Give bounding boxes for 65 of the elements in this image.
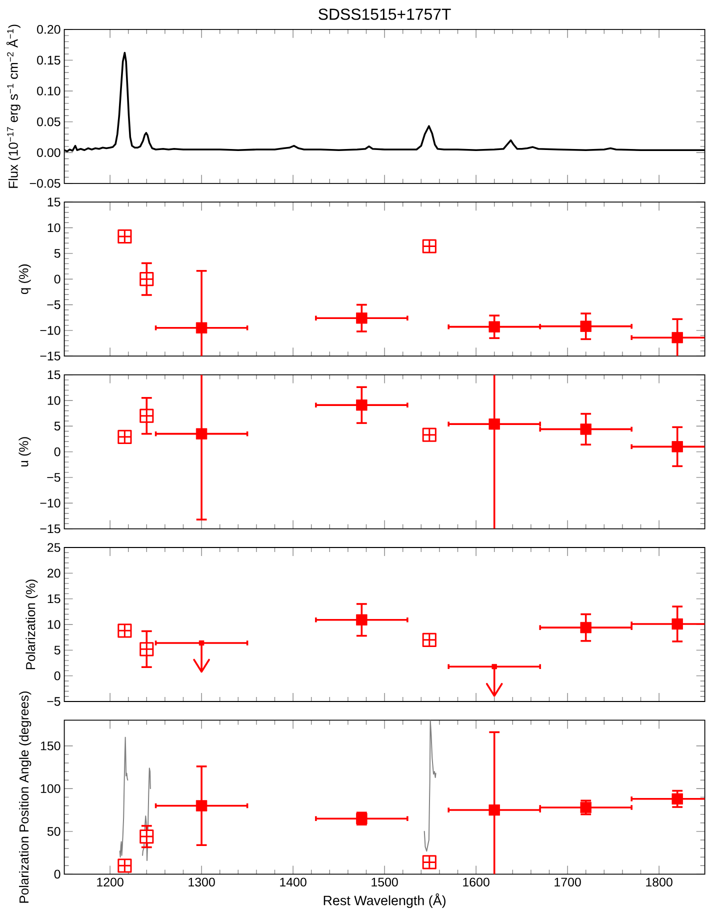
y-tick-label: 15 — [48, 594, 60, 604]
x-tick-label: 1400 — [280, 878, 306, 887]
x-tick-label: 1200 — [97, 878, 124, 887]
y-tick-label: 10 — [48, 396, 60, 405]
x-tick-label: 1500 — [372, 878, 398, 887]
y-tick-label: 5 — [54, 422, 60, 430]
y-tick-label: 10 — [48, 223, 60, 232]
y-tick-label: −10 — [40, 498, 60, 508]
y-tick-label: 0 — [54, 671, 60, 680]
y-tick-label: 100 — [40, 784, 60, 794]
point — [356, 399, 368, 411]
y-tick-label: −10 — [40, 326, 60, 335]
point — [672, 793, 683, 805]
y-tick-label: 0 — [54, 447, 60, 456]
y-tick-label: 15 — [48, 198, 60, 206]
x-tick-label: 1800 — [646, 878, 672, 887]
point — [196, 800, 208, 812]
point — [196, 322, 208, 334]
text: Flux (10$^{−17}$ erg s$^{−1}$ cm$^{−2}$ Å$^{−1}$) — [6, 24, 20, 188]
point — [580, 320, 592, 332]
y-tick-label: 0.20 — [37, 24, 60, 34]
line-series — [424, 720, 436, 852]
point — [488, 321, 500, 332]
y-tick-label: −5 — [47, 473, 60, 482]
point — [488, 804, 500, 816]
point — [672, 441, 683, 452]
y-tick-label: 0 — [54, 870, 60, 879]
x-tick-label: 1300 — [188, 878, 215, 887]
y-tick-label: 50 — [47, 827, 60, 836]
point — [198, 640, 204, 646]
y-axis-title: Polarization Position Angle (degrees) — [19, 691, 32, 903]
y-axis-title: q (%) — [18, 264, 31, 294]
line-series — [119, 736, 128, 858]
y-tick-label: 15 — [48, 370, 60, 380]
y-tick-label: 5 — [54, 646, 60, 655]
y-tick-label: 0.10 — [37, 86, 60, 96]
y-tick-label: −5 — [47, 300, 60, 310]
point — [672, 618, 683, 630]
y-tick-label: −15 — [40, 352, 60, 360]
y-tick-label: 0.15 — [37, 56, 60, 65]
point — [356, 312, 368, 324]
y-tick-label: 0.00 — [37, 148, 60, 157]
x-tick-label: 1600 — [463, 878, 490, 887]
y-tick-label: 0 — [54, 274, 60, 284]
y-tick-label: 5 — [54, 249, 60, 258]
x-axis-title: Rest Wavelength (Å) — [324, 893, 446, 908]
point — [672, 332, 683, 344]
y-axis-title: Polarization (%) — [26, 580, 38, 670]
point — [580, 622, 592, 634]
y-tick-label: −15 — [40, 524, 60, 534]
point — [492, 664, 497, 670]
y-tick-label: 10 — [48, 620, 60, 629]
chart-title: SDSS1515+1757T — [318, 8, 451, 20]
point — [356, 614, 368, 626]
point — [488, 418, 500, 430]
y-tick-label: 25 — [48, 543, 60, 552]
point — [196, 428, 208, 440]
y-tick-label: 20 — [48, 568, 60, 578]
x-tick-label: 1700 — [554, 878, 581, 887]
y-axis-title: u (%) — [18, 437, 31, 466]
y-tick-label: −0.05 — [30, 178, 60, 188]
y-tick-label: −5 — [47, 697, 60, 706]
y-tick-label: 150 — [40, 741, 60, 750]
y-tick-label: 0.05 — [37, 117, 60, 126]
point — [580, 424, 592, 435]
